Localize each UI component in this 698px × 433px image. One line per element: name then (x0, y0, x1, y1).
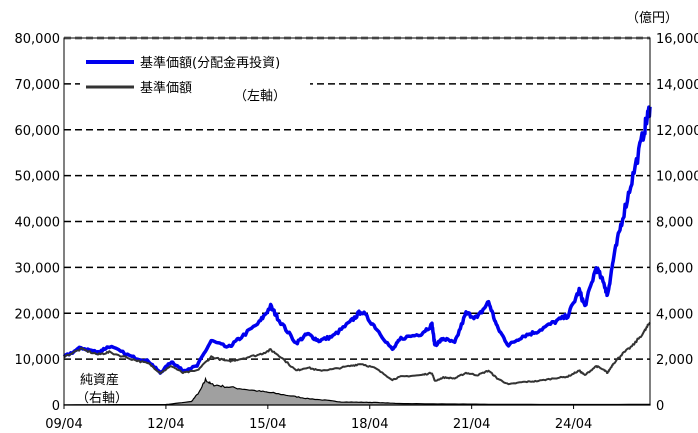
right-tick-label: 2,000 (656, 353, 693, 368)
x-axis: 09/04 12/04 15/04 18/04 21/04 24/04 (45, 405, 592, 432)
right-tick-label: 14,000 (656, 78, 698, 93)
right-tick-label: 12,000 (656, 124, 698, 139)
plot-frame (63, 37, 651, 406)
net-assets-area-path (63, 376, 651, 406)
right-tick-label: 8,000 (656, 216, 693, 231)
x-tick-label: 24/04 (555, 417, 592, 432)
left-tick-label: 80,000 (15, 32, 61, 47)
net-assets-label-line1: 純資産 (80, 372, 119, 388)
right-tick-label: 0 (656, 399, 664, 414)
x-tick-label: 21/04 (453, 417, 490, 432)
x-tick-label: 18/04 (351, 417, 388, 432)
series-line-nav (63, 321, 651, 386)
x-tick-label: 15/04 (249, 417, 286, 432)
x-tick-label: 12/04 (147, 417, 184, 432)
series-lines (62, 105, 652, 386)
right-axis: 0 2,000 4,000 6,000 8,000 10,000 12,000 14,000 1… (656, 32, 698, 414)
right-tick-label: 16,000 (656, 32, 698, 47)
left-tick-label: 40,000 (15, 216, 61, 231)
right-axis-unit: （億円） (626, 10, 678, 26)
left-tick-label: 10,000 (15, 353, 61, 368)
left-axis: 0 10,000 20,000 30,000 40,000 50,000 60,000 70,… (15, 32, 61, 414)
left-tick-label: 30,000 (15, 261, 61, 276)
legend-box (80, 46, 310, 106)
x-tick-label: 09/04 (45, 417, 82, 432)
left-tick-label: 20,000 (15, 307, 61, 322)
right-tick-label: 6,000 (656, 261, 693, 276)
net-assets-area (63, 376, 651, 406)
left-tick-label: 70,000 (15, 78, 61, 93)
left-tick-label: 50,000 (15, 170, 61, 185)
right-tick-label: 10,000 (656, 170, 698, 185)
legend-axis-note: （左軸） (234, 89, 286, 104)
left-tick-label: 0 (52, 399, 60, 414)
net-assets-label-line2: （右軸） (76, 391, 128, 406)
legend-label-nav: 基準価額 (140, 80, 192, 96)
series-line-reinvested (62, 105, 652, 375)
legend-label-reinvested: 基準価額(分配金再投資) (140, 55, 280, 71)
left-tick-label: 60,000 (15, 124, 61, 139)
right-tick-label: 4,000 (656, 307, 693, 322)
